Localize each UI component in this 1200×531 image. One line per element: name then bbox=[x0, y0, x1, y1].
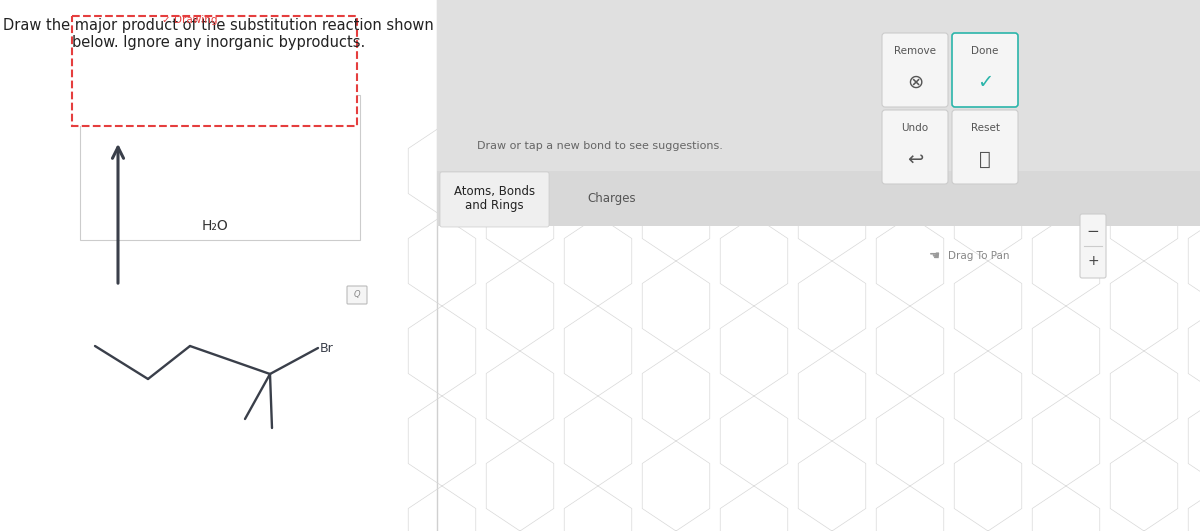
Text: −: − bbox=[1087, 224, 1099, 238]
Text: Undo: Undo bbox=[901, 123, 929, 133]
FancyBboxPatch shape bbox=[1080, 214, 1106, 278]
Bar bbox=[437, 0, 1200, 226]
Text: ✓ Drawing: ✓ Drawing bbox=[162, 15, 217, 25]
Bar bbox=[80, 95, 360, 240]
Text: +: + bbox=[1087, 254, 1099, 268]
FancyBboxPatch shape bbox=[882, 33, 948, 107]
Text: H₂O: H₂O bbox=[202, 219, 228, 233]
FancyBboxPatch shape bbox=[952, 33, 1018, 107]
FancyBboxPatch shape bbox=[347, 286, 367, 304]
Text: 🗑: 🗑 bbox=[979, 150, 991, 169]
Text: Remove: Remove bbox=[894, 46, 936, 56]
Text: Atoms, Bonds
and Rings: Atoms, Bonds and Rings bbox=[454, 184, 535, 212]
Text: Q: Q bbox=[354, 290, 360, 299]
Text: ↩: ↩ bbox=[907, 150, 923, 169]
Text: ⊗: ⊗ bbox=[907, 73, 923, 92]
Text: Drag To Pan: Drag To Pan bbox=[948, 251, 1010, 261]
Text: Draw the major product of the substitution reaction shown
below. Ignore any inor: Draw the major product of the substituti… bbox=[4, 18, 434, 50]
Bar bbox=[437, 171, 1200, 226]
Text: Br: Br bbox=[320, 341, 334, 355]
Text: ☚: ☚ bbox=[929, 250, 941, 262]
Bar bbox=[72, 16, 358, 126]
Text: Charges: Charges bbox=[588, 192, 636, 205]
FancyBboxPatch shape bbox=[952, 110, 1018, 184]
Text: Draw or tap a new bond to see suggestions.: Draw or tap a new bond to see suggestion… bbox=[478, 141, 722, 151]
FancyBboxPatch shape bbox=[440, 172, 550, 227]
Text: Reset: Reset bbox=[971, 123, 1000, 133]
Text: ✓: ✓ bbox=[977, 73, 994, 92]
Text: Done: Done bbox=[971, 46, 998, 56]
FancyBboxPatch shape bbox=[882, 110, 948, 184]
